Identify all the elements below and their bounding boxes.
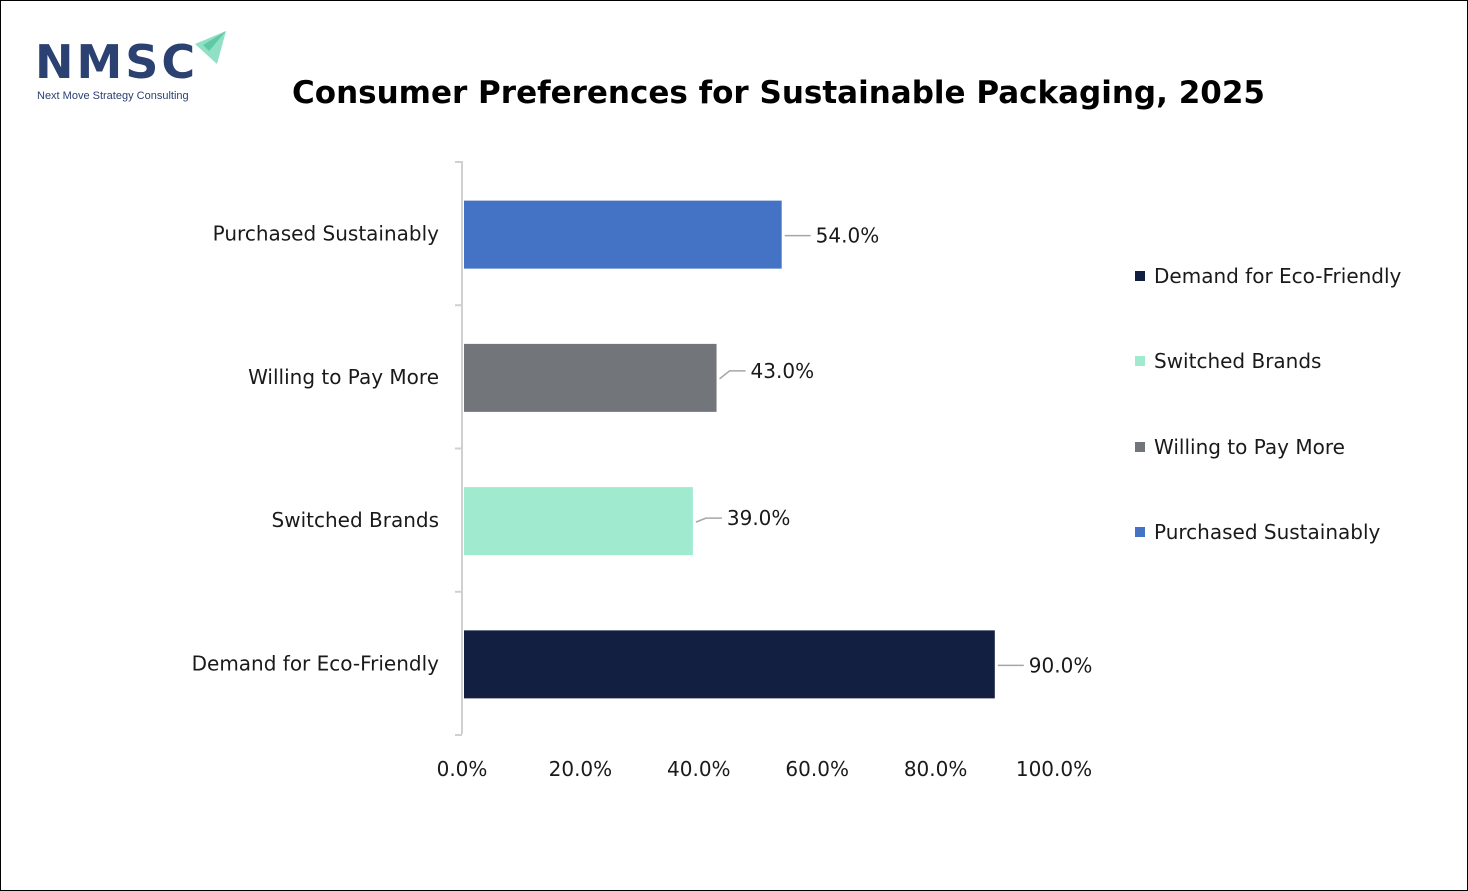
category-label: Willing to Pay More xyxy=(248,365,439,389)
data-label: 43.0% xyxy=(751,359,815,383)
legend-label: Switched Brands xyxy=(1154,349,1322,374)
x-tick-label: 60.0% xyxy=(785,757,849,781)
legend-item: Switched Brands xyxy=(1135,346,1321,376)
leader-line xyxy=(719,370,746,380)
bar xyxy=(464,630,995,699)
category-label: Switched Brands xyxy=(272,508,439,532)
legend-item: Demand for Eco-Friendly xyxy=(1135,261,1401,291)
legend-swatch xyxy=(1135,441,1145,452)
paper-plane-icon xyxy=(195,31,226,64)
legend-label: Demand for Eco-Friendly xyxy=(1154,264,1402,288)
data-label: 39.0% xyxy=(727,506,791,530)
legend-swatch xyxy=(1135,271,1145,281)
category-label: Demand for Eco-Friendly xyxy=(192,651,440,675)
legend-item: Purchased Sustainably xyxy=(1135,517,1380,547)
legend-label: Purchased Sustainably xyxy=(1154,519,1381,544)
category-label: Purchased Sustainably xyxy=(213,222,440,246)
x-tick-label: 0.0% xyxy=(437,757,488,781)
legend-swatch xyxy=(1135,356,1145,367)
data-label: 54.0% xyxy=(816,224,880,248)
x-tick-label: 20.0% xyxy=(549,757,613,781)
bar xyxy=(464,343,717,412)
bar xyxy=(464,200,782,269)
legend-label: Willing to Pay More xyxy=(1154,434,1345,459)
legend-swatch xyxy=(1135,526,1145,537)
leader-line xyxy=(695,517,722,523)
x-tick-label: 100.0% xyxy=(1016,757,1092,781)
nmsc-logo: NMSC Next Move Strategy Consulting xyxy=(35,29,235,109)
x-tick-label: 40.0% xyxy=(667,757,731,781)
chart-title: Consumer Preferences for Sustainable Pac… xyxy=(292,75,1265,111)
logo-wordmark: NMSC xyxy=(35,35,199,89)
legend-item: Willing to Pay More xyxy=(1135,432,1345,462)
data-label: 90.0% xyxy=(1029,653,1093,677)
x-tick-label: 80.0% xyxy=(904,757,968,781)
logo-subtitle: Next Move Strategy Consulting xyxy=(37,90,189,102)
bar xyxy=(464,487,693,556)
